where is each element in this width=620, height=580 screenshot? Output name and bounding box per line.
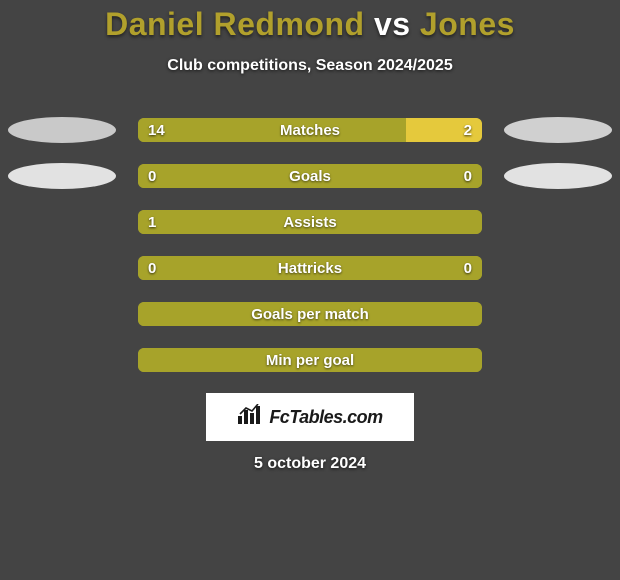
stat-bar: Goals00 [138,164,482,188]
player1-bar-segment [138,256,482,280]
stat-row: Matches142 [0,107,620,153]
player1-bar-segment [138,210,482,234]
player2-badge [504,163,612,189]
title-vs: vs [374,6,411,42]
subtitle: Club competitions, Season 2024/2025 [0,57,620,75]
stat-bar: Matches142 [138,118,482,142]
footer-logo-text: FcTables.com [269,407,382,428]
stats-rows: Matches142 Goals00 Assists1 Hattricks00 Goal… [0,107,620,383]
page-title: Daniel Redmond vs Jones [0,6,620,43]
stat-bar: Min per goal [138,348,482,372]
stat-row: Goals00 [0,153,620,199]
title-player1: Daniel Redmond [105,6,364,42]
player1-bar-segment [138,302,482,326]
footer-date: 5 october 2024 [0,455,620,473]
stat-bar: Hattricks00 [138,256,482,280]
player1-badge [8,163,116,189]
player1-badge [8,117,116,143]
player2-badge [504,117,612,143]
player1-bar-segment [138,118,406,142]
comparison-card: Daniel Redmond vs Jones Club competition… [0,0,620,580]
title-player2: Jones [420,6,515,42]
stat-bar: Assists1 [138,210,482,234]
player1-bar-segment [138,164,482,188]
stat-bar: Goals per match [138,302,482,326]
player1-bar-segment [138,348,482,372]
bars-icon [237,404,263,431]
footer-logo[interactable]: FcTables.com [206,393,414,441]
stat-row: Min per goal [0,337,620,383]
player2-bar-segment [406,118,482,142]
stat-row: Goals per match [0,291,620,337]
stat-row: Hattricks00 [0,245,620,291]
stat-row: Assists1 [0,199,620,245]
